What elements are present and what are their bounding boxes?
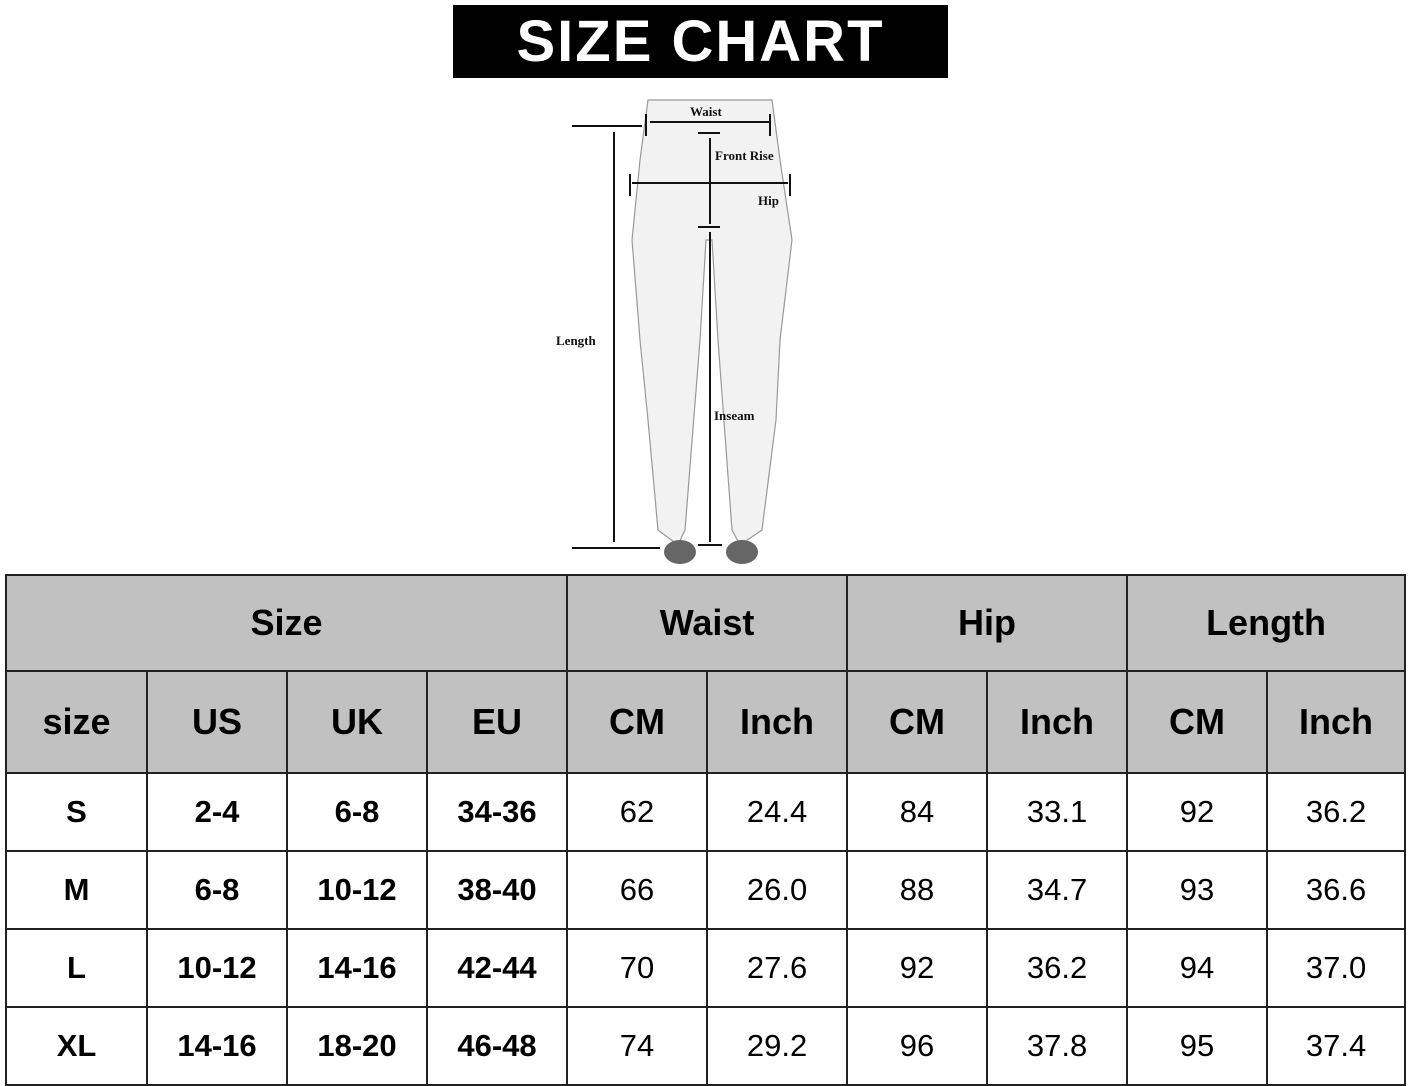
table-cell: 37.0	[1266, 928, 1407, 1008]
shoes	[664, 540, 758, 564]
table-cell: 6-8	[286, 772, 428, 852]
table-cell: 34.7	[986, 850, 1129, 930]
table-cell: 14-16	[146, 1006, 288, 1086]
table-cell: 42-44	[425, 928, 569, 1008]
table-cell: 38-40	[425, 850, 569, 930]
table-cell: 92	[846, 928, 989, 1008]
table-row: L 10-12 14-16 42-44 70 27.6 92 36.2 94 37.0	[5, 928, 1407, 1008]
table-cell: 74	[566, 1006, 709, 1086]
table-cell: 95	[1126, 1006, 1269, 1086]
table-cell: 24.4	[706, 772, 849, 852]
column-header: UK	[286, 670, 428, 774]
table-cell: S	[5, 772, 148, 852]
table-cell: 36.2	[986, 928, 1129, 1008]
table-cell: 96	[846, 1006, 989, 1086]
column-header: Inch	[1266, 670, 1407, 774]
table-cell: 2-4	[146, 772, 288, 852]
column-header: Inch	[706, 670, 849, 774]
table-cell: XL	[5, 1006, 148, 1086]
column-header: size	[5, 670, 148, 774]
table-row: M 6-8 10-12 38-40 66 26.0 88 34.7 93 36.6	[5, 850, 1407, 930]
table-row: S 2-4 6-8 34-36 62 24.4 84 33.1 92 36.2	[5, 772, 1407, 852]
table-row: XL 14-16 18-20 46-48 74 29.2 96 37.8 95 37.4	[5, 1006, 1407, 1086]
table-cell: L	[5, 928, 148, 1008]
leggings-measurement-diagram: Waist Front Rise Hip Length Inseam	[556, 99, 793, 564]
size-chart-title: SIZE CHART	[453, 5, 948, 78]
table-cell: 18-20	[286, 1006, 428, 1086]
table-cell: 34-36	[425, 772, 569, 852]
column-header: CM	[846, 670, 989, 774]
table-cell: 29.2	[706, 1006, 849, 1086]
column-header: Inch	[986, 670, 1129, 774]
table-cell: 14-16	[286, 928, 428, 1008]
table-cell: 93	[1126, 850, 1269, 930]
inseam-label: Inseam	[714, 408, 755, 423]
table-cell: 84	[846, 772, 989, 852]
column-header: CM	[1126, 670, 1269, 774]
table-cell: M	[5, 850, 148, 930]
group-header-row: Size Waist Hip Length	[4, 574, 1407, 672]
column-header: CM	[566, 670, 709, 774]
length-label: Length	[556, 333, 597, 348]
table-cell: 37.4	[1266, 1006, 1407, 1086]
waist-label: Waist	[690, 104, 722, 119]
table-cell: 70	[566, 928, 709, 1008]
group-header-length: Length	[1126, 574, 1407, 672]
table-cell: 36.2	[1266, 772, 1407, 852]
table-cell: 36.6	[1266, 850, 1407, 930]
column-header: US	[146, 670, 288, 774]
size-table: Size Waist Hip Length size US UK EU CM Inch CM…	[4, 574, 1407, 1086]
group-header-waist: Waist	[566, 574, 849, 672]
table-cell: 62	[566, 772, 709, 852]
table-cell: 88	[846, 850, 989, 930]
table-cell: 33.1	[986, 772, 1129, 852]
table-cell: 10-12	[146, 928, 288, 1008]
table-cell: 26.0	[706, 850, 849, 930]
table-cell: 92	[1126, 772, 1269, 852]
table-cell: 10-12	[286, 850, 428, 930]
table-cell: 46-48	[425, 1006, 569, 1086]
table-cell: 66	[566, 850, 709, 930]
table-cell: 6-8	[146, 850, 288, 930]
front-rise-label: Front Rise	[715, 148, 774, 163]
table-cell: 27.6	[706, 928, 849, 1008]
column-header: EU	[425, 670, 569, 774]
table-cell: 37.8	[986, 1006, 1129, 1086]
group-header-hip: Hip	[846, 574, 1129, 672]
hip-label: Hip	[758, 193, 779, 208]
column-header-row: size US UK EU CM Inch CM Inch CM Inch	[5, 670, 1407, 774]
table-cell: 94	[1126, 928, 1269, 1008]
leggings-outline	[631, 99, 793, 546]
group-header-size: Size	[4, 574, 569, 672]
